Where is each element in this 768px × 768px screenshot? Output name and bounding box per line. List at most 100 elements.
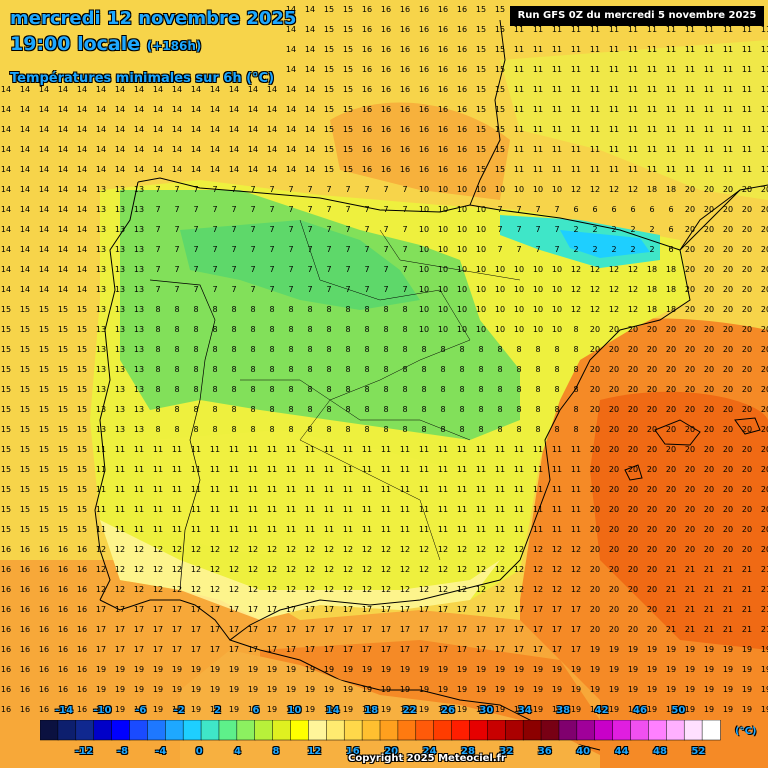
grid-value: 14 [1, 285, 11, 294]
grid-value: 19 [362, 665, 372, 674]
grid-value: 19 [210, 705, 220, 714]
grid-value: 14 [115, 165, 125, 174]
grid-value: 21 [723, 625, 733, 634]
grid-value: 13 [96, 305, 106, 314]
grid-value: 21 [666, 565, 676, 574]
grid-value: 8 [174, 305, 179, 314]
grid-value: 8 [364, 325, 369, 334]
grid-value: 11 [495, 505, 505, 514]
grid-value: 20 [647, 585, 657, 594]
grid-value: 20 [704, 465, 714, 474]
grid-value: 17 [533, 625, 543, 634]
grid-value: 8 [516, 425, 521, 434]
grid-value: 7 [364, 285, 369, 294]
grid-value: 7 [345, 225, 350, 234]
grid-value: 17 [305, 625, 315, 634]
grid-value: 19 [514, 705, 524, 714]
grid-value: 19 [628, 645, 638, 654]
grid-value: 14 [39, 205, 49, 214]
grid-value: 12 [628, 285, 638, 294]
grid-value: 20 [704, 205, 714, 214]
grid-value: 20 [723, 465, 733, 474]
grid-value: 13 [96, 425, 106, 434]
grid-value: 19 [343, 685, 353, 694]
grid-value: 7 [174, 205, 179, 214]
grid-value: 8 [307, 325, 312, 334]
grid-value: 8 [326, 305, 331, 314]
grid-value: 20 [590, 405, 600, 414]
grid-value: 7 [174, 225, 179, 234]
grid-value: 11 [267, 525, 277, 534]
grid-value: 18 [647, 265, 657, 274]
grid-value: 12 [153, 585, 163, 594]
grid-value: 15 [476, 45, 486, 54]
grid-value: 14 [39, 145, 49, 154]
grid-value: 19 [571, 705, 581, 714]
grid-value: 2 [611, 225, 616, 234]
grid-value: 8 [440, 405, 445, 414]
grid-value: 15 [20, 525, 30, 534]
grid-value: 12 [248, 565, 258, 574]
grid-value: 19 [248, 685, 258, 694]
grid-value: 19 [761, 705, 768, 714]
grid-value: 16 [400, 145, 410, 154]
legend-swatch [522, 720, 542, 741]
grid-value: 11 [419, 465, 429, 474]
grid-value: 7 [212, 265, 217, 274]
grid-value: 20 [647, 625, 657, 634]
grid-value: 20 [628, 485, 638, 494]
legend-bottom-label: 32 [499, 746, 514, 757]
grid-value: 8 [573, 405, 578, 414]
legend-bottom-label: 28 [461, 746, 475, 757]
grid-value: 19 [267, 705, 277, 714]
grid-value: 14 [229, 125, 239, 134]
grid-value: 16 [400, 45, 410, 54]
legend-swatch [648, 720, 668, 741]
legend-top-label: -2 [173, 705, 185, 716]
grid-value: 8 [193, 405, 198, 414]
grid-value: 11 [172, 505, 182, 514]
grid-value: 11 [590, 25, 600, 34]
grid-value: 11 [533, 505, 543, 514]
grid-value: 14 [77, 225, 87, 234]
grid-value: 8 [478, 385, 483, 394]
grid-value: 8 [573, 325, 578, 334]
grid-value: 15 [58, 325, 68, 334]
grid-value: 20 [761, 225, 768, 234]
legend-swatch [683, 720, 703, 741]
grid-value: 12 [457, 585, 467, 594]
legend-swatch [397, 720, 417, 741]
grid-value: 11 [153, 485, 163, 494]
grid-value: 20 [590, 525, 600, 534]
grid-value: 8 [174, 325, 179, 334]
grid-value: 17 [514, 645, 524, 654]
grid-value: 8 [421, 345, 426, 354]
grid-value: 17 [419, 625, 429, 634]
grid-value: 11 [134, 525, 144, 534]
grid-value: 7 [307, 245, 312, 254]
grid-value: 17 [362, 605, 372, 614]
grid-value: 20 [685, 465, 695, 474]
grid-value: 7 [307, 205, 312, 214]
grid-value: 21 [742, 565, 752, 574]
grid-value: 20 [685, 505, 695, 514]
grid-value: 14 [77, 125, 87, 134]
grid-value: 6 [611, 205, 616, 214]
grid-value: 11 [457, 505, 467, 514]
grid-value: 8 [269, 325, 274, 334]
grid-value: 15 [476, 5, 486, 14]
grid-value: 17 [191, 645, 201, 654]
grid-value: 10 [476, 245, 486, 254]
grid-value: 20 [609, 385, 619, 394]
grid-value: 11 [704, 165, 714, 174]
grid-value: 13 [115, 205, 125, 214]
grid-value: 20 [742, 365, 752, 374]
grid-value: 8 [478, 425, 483, 434]
grid-value: 7 [383, 225, 388, 234]
grid-value: 11 [438, 445, 448, 454]
legend-bottom-label: 4 [234, 746, 242, 757]
grid-value: 13 [134, 285, 144, 294]
grid-value: 19 [381, 685, 391, 694]
grid-value: 10 [552, 305, 562, 314]
grid-value: 11 [552, 145, 562, 154]
